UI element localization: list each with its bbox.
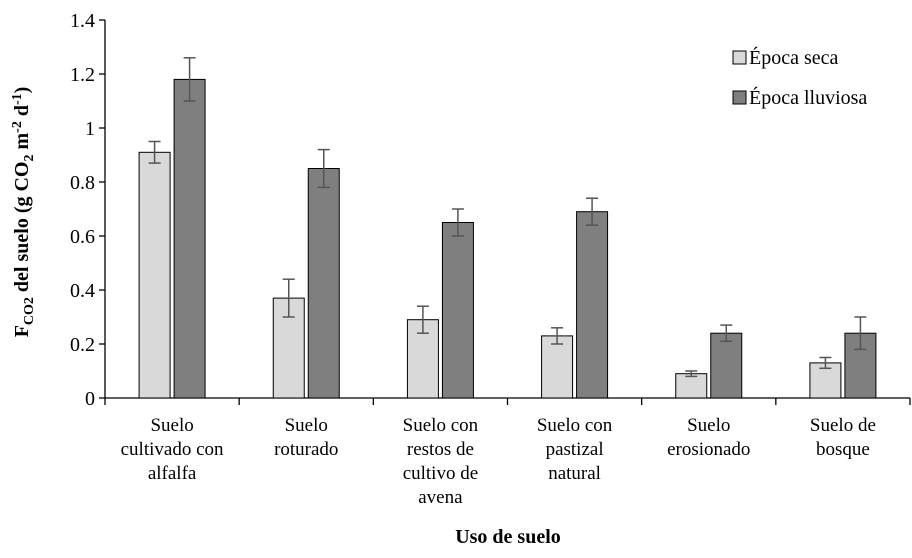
y-axis-title-part: 2	[22, 155, 37, 162]
y-axis-title-part: -2	[10, 121, 25, 133]
y-tick-label: 0.6	[70, 226, 95, 248]
plot-area: 0 0.2 0.4 0.6 0.8 1 1.2 1.4 Suelo cultivado con al…	[70, 10, 911, 508]
bar-seca-0	[138, 151, 171, 399]
y-axis-title-part: del suelo (g CO	[11, 162, 33, 298]
y-axis-title-part: CO2	[22, 297, 37, 325]
y-tick-label: 0	[85, 388, 95, 410]
y-tick-label: 0.8	[70, 172, 95, 194]
category-label-line: Suelo	[687, 415, 730, 436]
category-label-line: Suelo con	[537, 415, 613, 436]
category-label-line: erosionado	[667, 439, 750, 460]
legend-label-1: Época lluviosa	[749, 86, 867, 109]
category-label: Suelo con restos de cultivo de avena	[403, 415, 479, 508]
y-tick-label: 0.2	[70, 334, 95, 356]
legend-label-0: Época seca	[749, 46, 839, 69]
bar-lluviosa-1	[307, 168, 340, 399]
bar-lluviosa-3	[576, 211, 609, 399]
category-label-line: avena	[418, 487, 463, 508]
legend-swatch-0	[732, 50, 747, 65]
category-label: Suelo roturado	[274, 415, 338, 460]
category-label-line: roturado	[274, 439, 338, 460]
legend-swatch-1	[732, 90, 747, 105]
legend: Época seca Época lluviosa	[732, 46, 867, 109]
category-label-line: alfalfa	[148, 463, 197, 484]
bar-seca-3	[541, 335, 574, 399]
y-tick-label: 1.4	[70, 10, 95, 32]
y-axis-title-text: FCO2 del suelo (g CO2 m-2 d-1)	[10, 87, 37, 338]
y-axis-title-part: F	[11, 325, 33, 337]
category-label-line: cultivado con	[121, 439, 224, 460]
bar-seca-4	[675, 373, 708, 399]
bar-lluviosa-2	[441, 222, 474, 399]
y-axis-title-part: m	[11, 133, 33, 155]
y-axis-title-part: d	[11, 105, 33, 121]
bar-lluviosa-4	[710, 332, 743, 399]
category-label-line: cultivo de	[403, 463, 478, 484]
category-label: Suelo de bosque	[810, 415, 876, 460]
y-tick-label: 1.2	[70, 64, 95, 86]
category-label-line: restos de	[407, 439, 474, 460]
category-label: Suelo con pastizal natural	[537, 415, 613, 484]
category-label-line: natural	[548, 463, 601, 484]
category-label-line: bosque	[816, 439, 870, 460]
category-label: Suelo erosionado	[667, 415, 750, 460]
category-label-line: pastizal	[546, 439, 604, 460]
category-label-line: Suelo	[285, 415, 328, 436]
y-tick-label: 0.4	[70, 280, 95, 302]
category-label-line: Suelo con	[403, 415, 479, 436]
bar-lluviosa-0	[173, 78, 206, 399]
category-label-line: Suelo de	[810, 415, 876, 436]
x-axis-title: Uso de suelo	[455, 526, 561, 548]
y-axis-title-part: )	[11, 87, 33, 94]
y-tick-label: 1	[85, 118, 95, 140]
category-label-line: Suelo	[150, 415, 193, 436]
y-axis-title: FCO2 del suelo (g CO2 m-2 d-1)	[10, 87, 37, 338]
y-axis-title-part: -1	[10, 93, 25, 105]
category-label: Suelo cultivado con alfalfa	[121, 415, 224, 484]
